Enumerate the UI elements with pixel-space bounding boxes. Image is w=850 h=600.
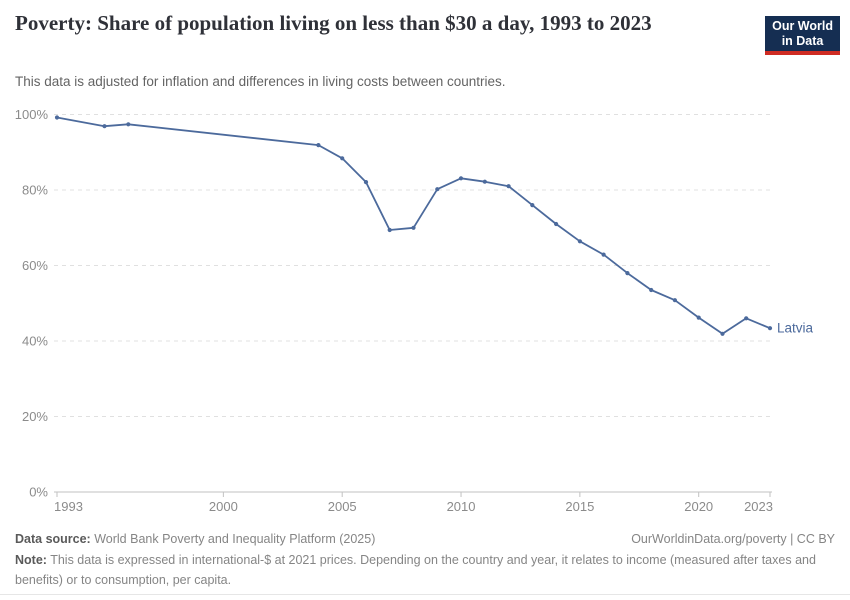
y-axis-label: 60% bbox=[22, 258, 48, 273]
x-axis-label: 2010 bbox=[447, 499, 476, 514]
data-point-2007[interactable] bbox=[387, 227, 392, 233]
line-chart: 0% 20% 40% 60% 80% 100% 1993 2000 2005 2010 2015 20… bbox=[0, 100, 850, 520]
series-end-label[interactable]: Latvia bbox=[777, 321, 814, 336]
data-source-value: World Bank Poverty and Inequality Platfo… bbox=[94, 532, 376, 546]
x-axis-label: 2005 bbox=[328, 499, 357, 514]
series-line-latvia bbox=[56, 116, 771, 335]
chart-subtitle: This data is adjusted for inflation and … bbox=[15, 74, 506, 89]
x-axis-label: 2015 bbox=[565, 499, 594, 514]
data-point-2023[interactable] bbox=[767, 326, 773, 331]
x-axis-label: 2020 bbox=[684, 499, 713, 514]
data-point-2018[interactable] bbox=[649, 287, 654, 293]
data-point-2008[interactable] bbox=[411, 225, 416, 230]
line-chart-svg: 0% 20% 40% 60% 80% 100% 1993 2000 2005 2010 2015 20… bbox=[15, 107, 814, 514]
data-point-1993[interactable] bbox=[54, 115, 60, 120]
owid-logo: Our World in Data bbox=[765, 16, 840, 55]
owid-logo-line1: Our World bbox=[772, 19, 833, 33]
data-point-2005[interactable] bbox=[340, 156, 345, 161]
y-axis-label: 0% bbox=[29, 485, 48, 500]
y-axis-label: 80% bbox=[22, 183, 48, 198]
chart-note: Note: This data is expressed in internat… bbox=[15, 551, 837, 590]
data-point-1996[interactable] bbox=[126, 122, 131, 127]
y-axis-label: 100% bbox=[15, 107, 49, 122]
data-point-2010[interactable] bbox=[458, 176, 464, 181]
x-axis-label: 1993 bbox=[54, 499, 83, 514]
bottom-divider bbox=[0, 594, 850, 595]
data-point-2013[interactable] bbox=[530, 203, 535, 208]
data-point-2021[interactable] bbox=[720, 331, 725, 336]
data-point-2006[interactable] bbox=[363, 180, 369, 185]
y-axis-label: 20% bbox=[22, 409, 48, 424]
x-axis-label: 2023 bbox=[744, 499, 773, 514]
data-point-2020[interactable] bbox=[696, 315, 701, 320]
owid-link[interactable]: OurWorldinData.org/poverty | CC BY bbox=[631, 532, 835, 546]
data-source: Data source: World Bank Poverty and Ineq… bbox=[15, 530, 375, 549]
x-axis-label: 2000 bbox=[209, 499, 238, 514]
data-point-2019[interactable] bbox=[672, 298, 678, 303]
y-axis-label: 40% bbox=[22, 334, 48, 349]
chart-footer: Data source: World Bank Poverty and Ineq… bbox=[15, 530, 835, 590]
data-point-2011[interactable] bbox=[482, 179, 487, 184]
data-point-2014[interactable] bbox=[554, 221, 559, 227]
note-value: This data is expressed in international-… bbox=[15, 553, 816, 587]
data-point-2009[interactable] bbox=[435, 187, 440, 192]
data-point-1995[interactable] bbox=[102, 124, 107, 129]
data-point-2012[interactable] bbox=[506, 184, 511, 189]
note-label: Note: bbox=[15, 553, 47, 568]
data-point-2016[interactable] bbox=[601, 252, 606, 257]
page-title: Poverty: Share of population living on l… bbox=[15, 11, 652, 35]
data-point-2017[interactable] bbox=[625, 271, 630, 276]
data-source-label: Data source: bbox=[15, 532, 91, 546]
data-point-2004[interactable] bbox=[316, 143, 321, 148]
owid-logo-line2: in Data bbox=[781, 34, 824, 48]
data-point-2022[interactable] bbox=[744, 316, 749, 321]
data-point-2015[interactable] bbox=[577, 239, 583, 244]
